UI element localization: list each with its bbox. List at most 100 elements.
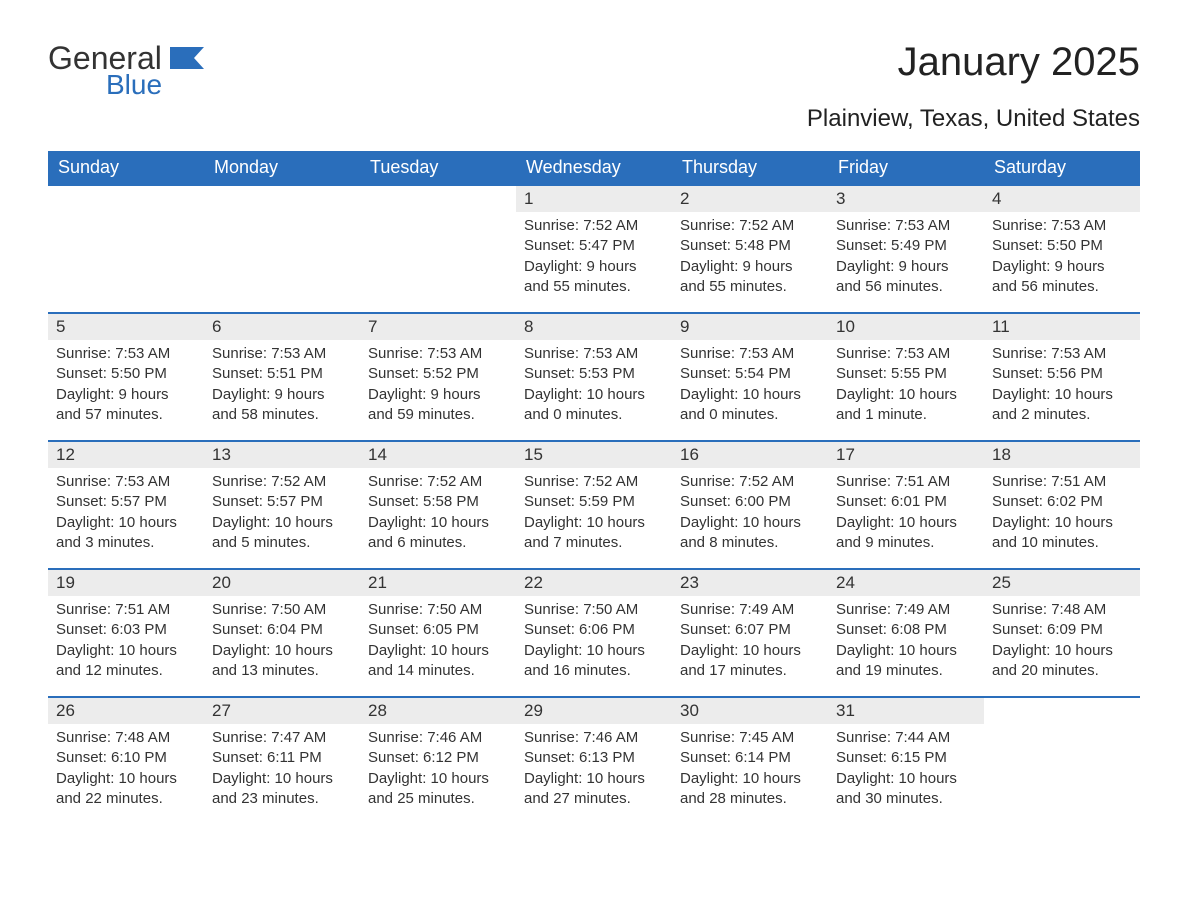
- calendar-cell: 18Sunrise: 7:51 AMSunset: 6:02 PMDayligh…: [984, 441, 1140, 569]
- day-body: Sunrise: 7:50 AMSunset: 6:05 PMDaylight:…: [360, 596, 516, 691]
- day-body: Sunrise: 7:52 AMSunset: 5:59 PMDaylight:…: [516, 468, 672, 563]
- calendar-week-row: 12Sunrise: 7:53 AMSunset: 5:57 PMDayligh…: [48, 441, 1140, 569]
- daylight-line: Daylight: 10 hours and 1 minute.: [836, 386, 957, 423]
- sunrise-line: Sunrise: 7:52 AM: [368, 473, 482, 490]
- sunrise-line: Sunrise: 7:53 AM: [368, 345, 482, 362]
- sunrise-line: Sunrise: 7:45 AM: [680, 729, 794, 746]
- day-number: 21: [360, 570, 516, 596]
- weekday-header: Sunday: [48, 151, 204, 185]
- sunset-line: Sunset: 5:57 PM: [212, 493, 323, 510]
- calendar-cell: 12Sunrise: 7:53 AMSunset: 5:57 PMDayligh…: [48, 441, 204, 569]
- daylight-line: Daylight: 10 hours and 22 minutes.: [56, 770, 177, 807]
- daylight-line: Daylight: 10 hours and 7 minutes.: [524, 514, 645, 551]
- day-body: Sunrise: 7:46 AMSunset: 6:12 PMDaylight:…: [360, 724, 516, 819]
- daylight-line: Daylight: 9 hours and 59 minutes.: [368, 386, 481, 423]
- day-number: 3: [828, 186, 984, 212]
- day-body: Sunrise: 7:52 AMSunset: 5:47 PMDaylight:…: [516, 212, 672, 307]
- sunrise-line: Sunrise: 7:50 AM: [212, 601, 326, 618]
- day-number: 7: [360, 314, 516, 340]
- day-number: 25: [984, 570, 1140, 596]
- day-body: Sunrise: 7:53 AMSunset: 5:53 PMDaylight:…: [516, 340, 672, 435]
- calendar-cell: 5Sunrise: 7:53 AMSunset: 5:50 PMDaylight…: [48, 313, 204, 441]
- calendar-cell: 17Sunrise: 7:51 AMSunset: 6:01 PMDayligh…: [828, 441, 984, 569]
- day-number: 9: [672, 314, 828, 340]
- day-body: Sunrise: 7:52 AM Sunset: 5:58 PM Daylight:…: [360, 468, 516, 563]
- sunset-line: Sunset: 6:09 PM: [992, 621, 1103, 638]
- calendar-cell: 13Sunrise: 7:52 AMSunset: 5:57 PMDayligh…: [204, 441, 360, 569]
- sunset-line: Sunset: 5:58 PM: [368, 493, 479, 510]
- sunset-line: Sunset: 5:47 PM: [524, 237, 635, 254]
- sunrise-line: Sunrise: 7:46 AM: [524, 729, 638, 746]
- calendar-week-row: 1Sunrise: 7:52 AMSunset: 5:47 PMDaylight…: [48, 185, 1140, 313]
- calendar-cell: 24Sunrise: 7:49 AMSunset: 6:08 PMDayligh…: [828, 569, 984, 697]
- day-body: Sunrise: 7:51 AMSunset: 6:01 PMDaylight:…: [828, 468, 984, 563]
- calendar-cell: 7 Sunrise: 7:53 AM Sunset: 5:52 PM Daylight…: [360, 313, 516, 441]
- sunset-line: Sunset: 6:02 PM: [992, 493, 1103, 510]
- day-number: 23: [672, 570, 828, 596]
- sunset-line: Sunset: 5:52 PM: [368, 365, 479, 382]
- calendar-cell: 3Sunrise: 7:53 AMSunset: 5:49 PMDaylight…: [828, 185, 984, 313]
- daylight-line: Daylight: 10 hours and 6 minutes.: [368, 514, 489, 551]
- weekday-header: Friday: [828, 151, 984, 185]
- sunrise-line: Sunrise: 7:53 AM: [992, 217, 1106, 234]
- sunset-line: Sunset: 6:07 PM: [680, 621, 791, 638]
- day-body: Sunrise: 7:53 AMSunset: 5:50 PMDaylight:…: [984, 212, 1140, 307]
- sunset-line: Sunset: 5:56 PM: [992, 365, 1103, 382]
- sunrise-line: Sunrise: 7:53 AM: [836, 345, 950, 362]
- calendar-cell: 2Sunrise: 7:52 AMSunset: 5:48 PMDaylight…: [672, 185, 828, 313]
- day-number: 1: [516, 186, 672, 212]
- calendar-cell: 20Sunrise: 7:50 AMSunset: 6:04 PMDayligh…: [204, 569, 360, 697]
- day-body: Sunrise: 7:52 AMSunset: 5:57 PMDaylight:…: [204, 468, 360, 563]
- day-number: 2: [672, 186, 828, 212]
- sunset-line: Sunset: 5:50 PM: [992, 237, 1103, 254]
- location-subtitle: Plainview, Texas, United States: [48, 105, 1140, 133]
- daylight-line: Daylight: 10 hours and 30 minutes.: [836, 770, 957, 807]
- day-number: 31: [828, 698, 984, 724]
- day-number: 10: [828, 314, 984, 340]
- day-body: Sunrise: 7:53 AM Sunset: 5:52 PM Daylight:…: [360, 340, 516, 435]
- weekday-header: Monday: [204, 151, 360, 185]
- daylight-line: Daylight: 10 hours and 2 minutes.: [992, 386, 1113, 423]
- sunrise-line: Sunrise: 7:53 AM: [56, 473, 170, 490]
- calendar-cell: 31Sunrise: 7:44 AMSunset: 6:15 PMDayligh…: [828, 697, 984, 825]
- sunset-line: Sunset: 5:49 PM: [836, 237, 947, 254]
- daylight-line: Daylight: 9 hours and 55 minutes.: [680, 258, 793, 295]
- sunset-line: Sunset: 6:11 PM: [212, 749, 322, 766]
- calendar-cell-empty: [984, 697, 1140, 825]
- sunset-line: Sunset: 6:15 PM: [836, 749, 947, 766]
- sunrise-line: Sunrise: 7:47 AM: [212, 729, 326, 746]
- day-body: Sunrise: 7:50 AMSunset: 6:06 PMDaylight:…: [516, 596, 672, 691]
- calendar-week-row: 5Sunrise: 7:53 AMSunset: 5:50 PMDaylight…: [48, 313, 1140, 441]
- day-body: Sunrise: 7:53 AMSunset: 5:51 PMDaylight:…: [204, 340, 360, 435]
- sunset-line: Sunset: 6:14 PM: [680, 749, 791, 766]
- calendar-cell: 19Sunrise: 7:51 AMSunset: 6:03 PMDayligh…: [48, 569, 204, 697]
- sunrise-line: Sunrise: 7:53 AM: [680, 345, 794, 362]
- day-number: 27: [204, 698, 360, 724]
- calendar-cell: 28Sunrise: 7:46 AMSunset: 6:12 PMDayligh…: [360, 697, 516, 825]
- sunrise-line: Sunrise: 7:46 AM: [368, 729, 482, 746]
- daylight-line: Daylight: 10 hours and 8 minutes.: [680, 514, 801, 551]
- calendar-cell: 6Sunrise: 7:53 AMSunset: 5:51 PMDaylight…: [204, 313, 360, 441]
- sunset-line: Sunset: 6:03 PM: [56, 621, 167, 638]
- sunrise-line: Sunrise: 7:53 AM: [56, 345, 170, 362]
- day-number: 20: [204, 570, 360, 596]
- sunrise-line: Sunrise: 7:50 AM: [524, 601, 638, 618]
- day-body: Sunrise: 7:47 AM Sunset: 6:11 PM Daylight:…: [204, 724, 360, 819]
- sunrise-line: Sunrise: 7:52 AM: [680, 473, 794, 490]
- day-body: Sunrise: 7:46 AMSunset: 6:13 PMDaylight:…: [516, 724, 672, 819]
- daylight-line: Daylight: 10 hours and 5 minutes.: [212, 514, 333, 551]
- calendar-cell: 16Sunrise: 7:52 AMSunset: 6:00 PMDayligh…: [672, 441, 828, 569]
- day-number: 6: [204, 314, 360, 340]
- weekday-header: Thursday: [672, 151, 828, 185]
- day-number: 4: [984, 186, 1140, 212]
- sunrise-line: Sunrise: 7:53 AM: [992, 345, 1106, 362]
- sunset-line: Sunset: 5:51 PM: [212, 365, 323, 382]
- sunrise-line: Sunrise: 7:49 AM: [836, 601, 950, 618]
- calendar-cell: 4Sunrise: 7:53 AMSunset: 5:50 PMDaylight…: [984, 185, 1140, 313]
- daylight-line: Daylight: 10 hours and 23 minutes.: [212, 770, 333, 807]
- calendar-cell: 11Sunrise: 7:53 AMSunset: 5:56 PMDayligh…: [984, 313, 1140, 441]
- calendar-week-row: 26Sunrise: 7:48 AMSunset: 6:10 PMDayligh…: [48, 697, 1140, 825]
- calendar-cell-empty: [48, 185, 204, 313]
- daylight-line: Daylight: 10 hours and 28 minutes.: [680, 770, 801, 807]
- day-body: Sunrise: 7:48 AMSunset: 6:10 PMDaylight:…: [48, 724, 204, 819]
